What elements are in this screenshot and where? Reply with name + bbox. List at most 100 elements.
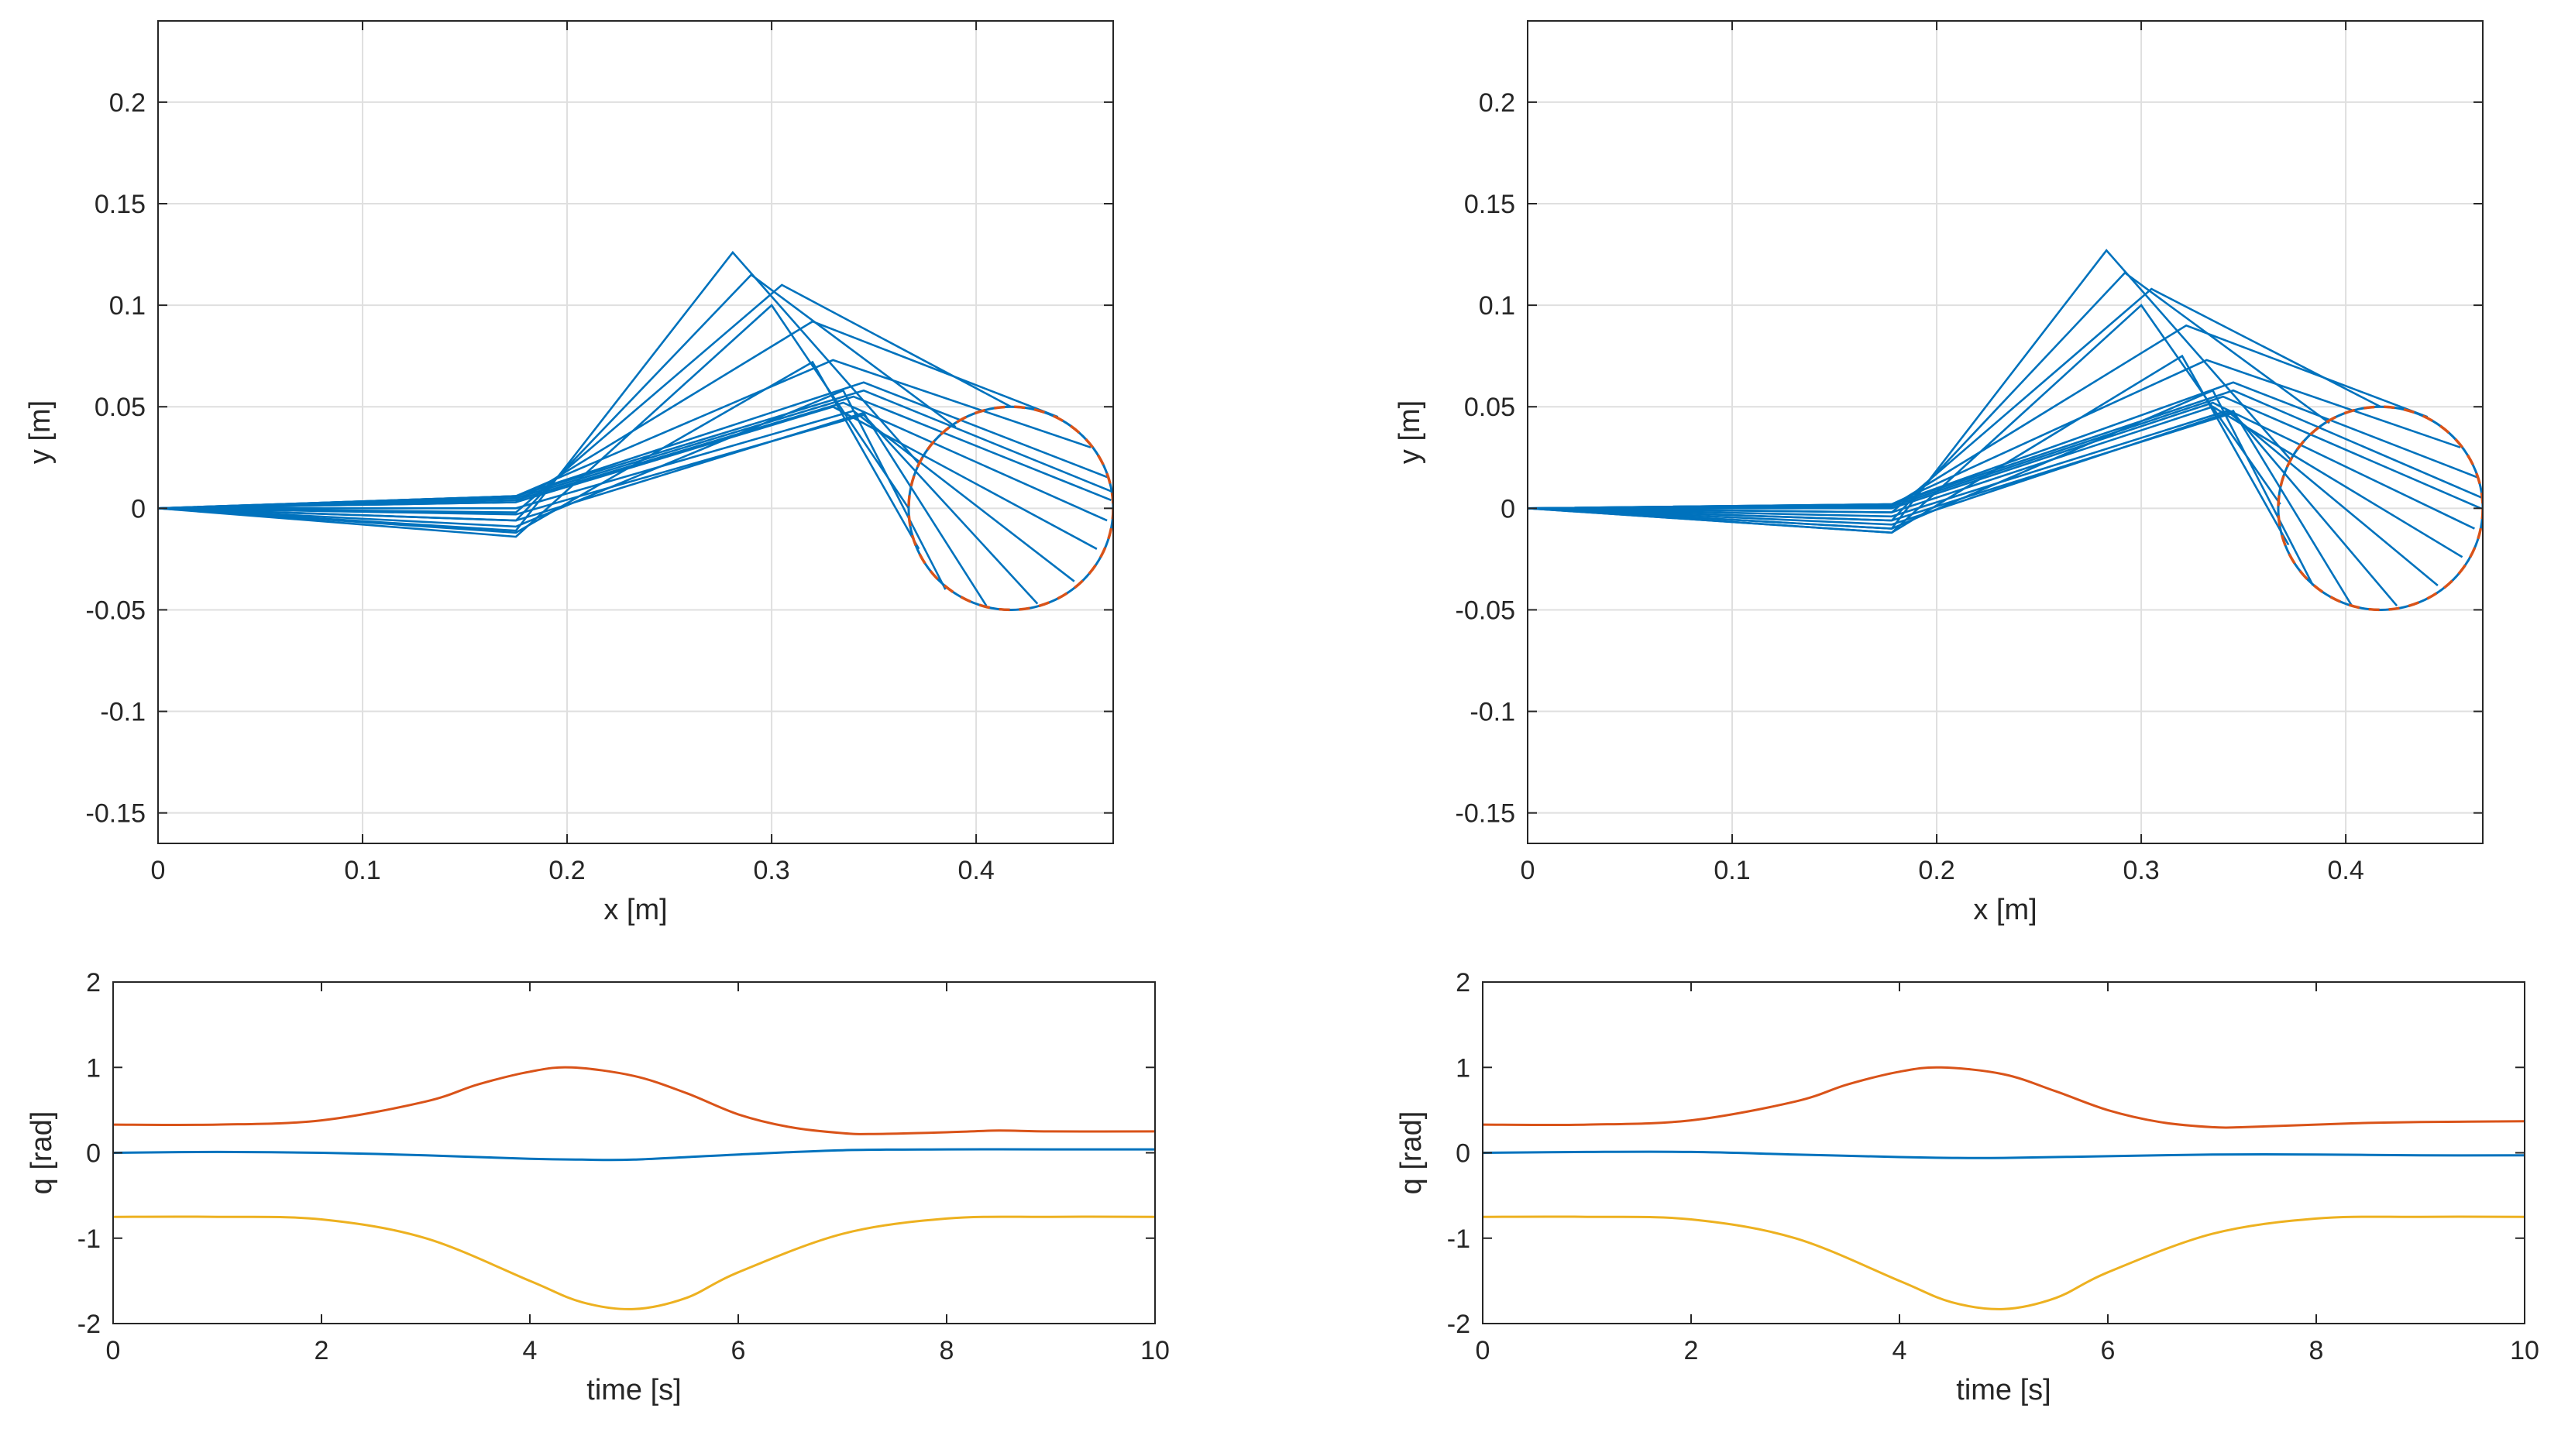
x-tick-label: 0 (1521, 856, 1535, 885)
trajectory-actual-circle (907, 405, 1113, 611)
y-tick-label: -1 (1447, 1224, 1470, 1254)
arm-configuration-line (158, 389, 947, 590)
arm-configuration-line (1528, 359, 2461, 510)
plot-lines (1483, 1066, 2525, 1310)
x-tick-label: 0.1 (344, 856, 380, 885)
arm-configuration-line (158, 401, 1108, 522)
joint-series-q1 (113, 1148, 1155, 1162)
arm-configuration-line (1528, 304, 2281, 534)
y-tick-label: 0 (131, 494, 146, 524)
workspace-plot-left: 0 0.1 0.2 0.3 0.4 -0.15 -0.1 -0.05 0 0.05 0.1 0.15 0… (24, 20, 1114, 926)
x-tick-label: 8 (940, 1336, 954, 1365)
arm-configuration-line (1528, 410, 2439, 587)
arm-configuration-line (158, 283, 1012, 513)
x-tick-label: 10 (2510, 1336, 2539, 1365)
arm-configuration-line (1528, 287, 2381, 513)
x-tick-label: 10 (1140, 1336, 1170, 1365)
plot-lines (158, 250, 1113, 612)
y-tick-label: -0.15 (1456, 799, 1516, 829)
y-tick-label: -2 (77, 1310, 101, 1339)
x-tick-label: 6 (2101, 1336, 2116, 1365)
y-tick-label: 2 (86, 968, 101, 998)
y-tick-label: -0.15 (86, 799, 146, 829)
plot-lines (1528, 249, 2483, 612)
y-tick-label: 0 (1456, 1139, 1470, 1169)
arm-configuration-line (158, 389, 1113, 510)
y-tick-label: -0.1 (1470, 698, 1515, 727)
arm-configuration-line (158, 395, 1112, 510)
arm-configuration-line (1528, 409, 2353, 606)
x-tick-label: 0 (106, 1336, 121, 1365)
y-tick-label: 0.2 (1479, 88, 1515, 118)
x-tick-label: 4 (1892, 1336, 1907, 1365)
x-tick-label: 0.2 (1918, 856, 1954, 885)
arm-configuration-line (158, 320, 1059, 510)
plot-lines (113, 1066, 1155, 1310)
y-tick-label: 0.2 (109, 88, 146, 118)
axes-box (1527, 20, 2484, 844)
arm-configuration-line (1528, 389, 2483, 510)
y-tick-label: 1 (86, 1053, 101, 1083)
grid-lines (1527, 21, 2483, 843)
x-tick-label: 0.4 (2327, 856, 2363, 885)
y-axis-label: q [rad] (1395, 1111, 1428, 1195)
x-tick-label: 0.1 (1714, 856, 1750, 885)
y-tick-label: 0.1 (109, 291, 146, 321)
y-tick-label: 0.05 (95, 393, 146, 422)
joint-series-q3 (1483, 1215, 2525, 1310)
joint-series-q2 (1483, 1066, 2525, 1129)
y-tick-label: 0.15 (95, 190, 146, 219)
arm-configuration-line (1528, 271, 2330, 522)
arm-configuration-line (1528, 249, 2291, 530)
x-tick-label: 0.3 (753, 856, 789, 885)
x-tick-label: 2 (1684, 1336, 1699, 1365)
arm-configuration-line (158, 410, 1075, 582)
x-axis-label: x [m] (1973, 894, 2037, 926)
x-tick-label: 0.3 (2123, 856, 2159, 885)
y-axis-label: y [m] (24, 400, 57, 464)
y-tick-label: 0 (86, 1139, 101, 1169)
y-tick-label: -0.05 (86, 596, 146, 625)
grid-lines (157, 21, 1113, 843)
x-axis-label: x [m] (603, 894, 667, 926)
x-tick-label: 8 (2309, 1336, 2324, 1365)
x-tick-label: 0.4 (957, 856, 994, 885)
arm-configuration-line (158, 304, 910, 538)
y-tick-label: -0.05 (1456, 596, 1516, 625)
y-tick-label: 0.1 (1479, 291, 1515, 321)
y-tick-label: -0.1 (100, 698, 146, 727)
arm-configuration-line (158, 381, 1110, 510)
x-tick-label: 0 (151, 856, 166, 885)
y-tick-label: -1 (77, 1224, 101, 1254)
y-tick-label: 0 (1501, 494, 1515, 524)
x-axis-label: time [s] (1956, 1374, 2051, 1406)
arm-configuration-line (158, 360, 920, 550)
joint-angle-plot-right: 0 2 4 6 8 10 -2 -1 0 1 2 time [s] q [rad] (1395, 968, 2539, 1406)
y-axis-label: y [m] (1394, 400, 1426, 464)
y-tick-label: 0.05 (1464, 393, 1515, 422)
joint-series-q1 (1483, 1150, 2525, 1159)
x-tick-label: 4 (523, 1336, 538, 1365)
x-tick-label: 6 (731, 1336, 746, 1365)
y-tick-label: 0.15 (1464, 190, 1515, 219)
arm-configuration-line (158, 273, 957, 522)
tick-marks: 0 0.1 0.2 0.3 0.4 -0.15 -0.1 -0.05 0 0.05 0.1 0.15 0… (86, 21, 1113, 885)
joint-angle-plot-left: 0 2 4 6 8 10 -2 -1 0 1 2 time [s] q [rad] (26, 968, 1170, 1406)
joint-series-q2 (113, 1066, 1155, 1135)
x-tick-label: 0.2 (548, 856, 585, 885)
x-tick-label: 2 (315, 1336, 329, 1365)
y-tick-label: -2 (1447, 1310, 1470, 1339)
y-axis-label: q [rad] (26, 1111, 58, 1195)
tick-marks: 0 2 4 6 8 10 -2 -1 0 1 2 (77, 968, 1170, 1365)
tick-marks: 0 0.1 0.2 0.3 0.4 -0.15 -0.1 -0.05 0 0.05 0.1 0.15 0… (1456, 21, 2483, 885)
y-tick-label: 2 (1456, 968, 1470, 998)
arm-configuration-line (1528, 381, 2480, 510)
workspace-plot-right: 0 0.1 0.2 0.3 0.4 -0.15 -0.1 -0.05 0 0.05 0.1 0.15 0… (1394, 20, 2484, 926)
y-tick-label: 1 (1456, 1053, 1470, 1083)
axes-box (157, 20, 1114, 844)
x-tick-label: 0 (1476, 1336, 1490, 1365)
joint-series-q3 (113, 1215, 1155, 1310)
arm-configuration-line (158, 250, 920, 532)
x-axis-label: time [s] (586, 1374, 681, 1406)
